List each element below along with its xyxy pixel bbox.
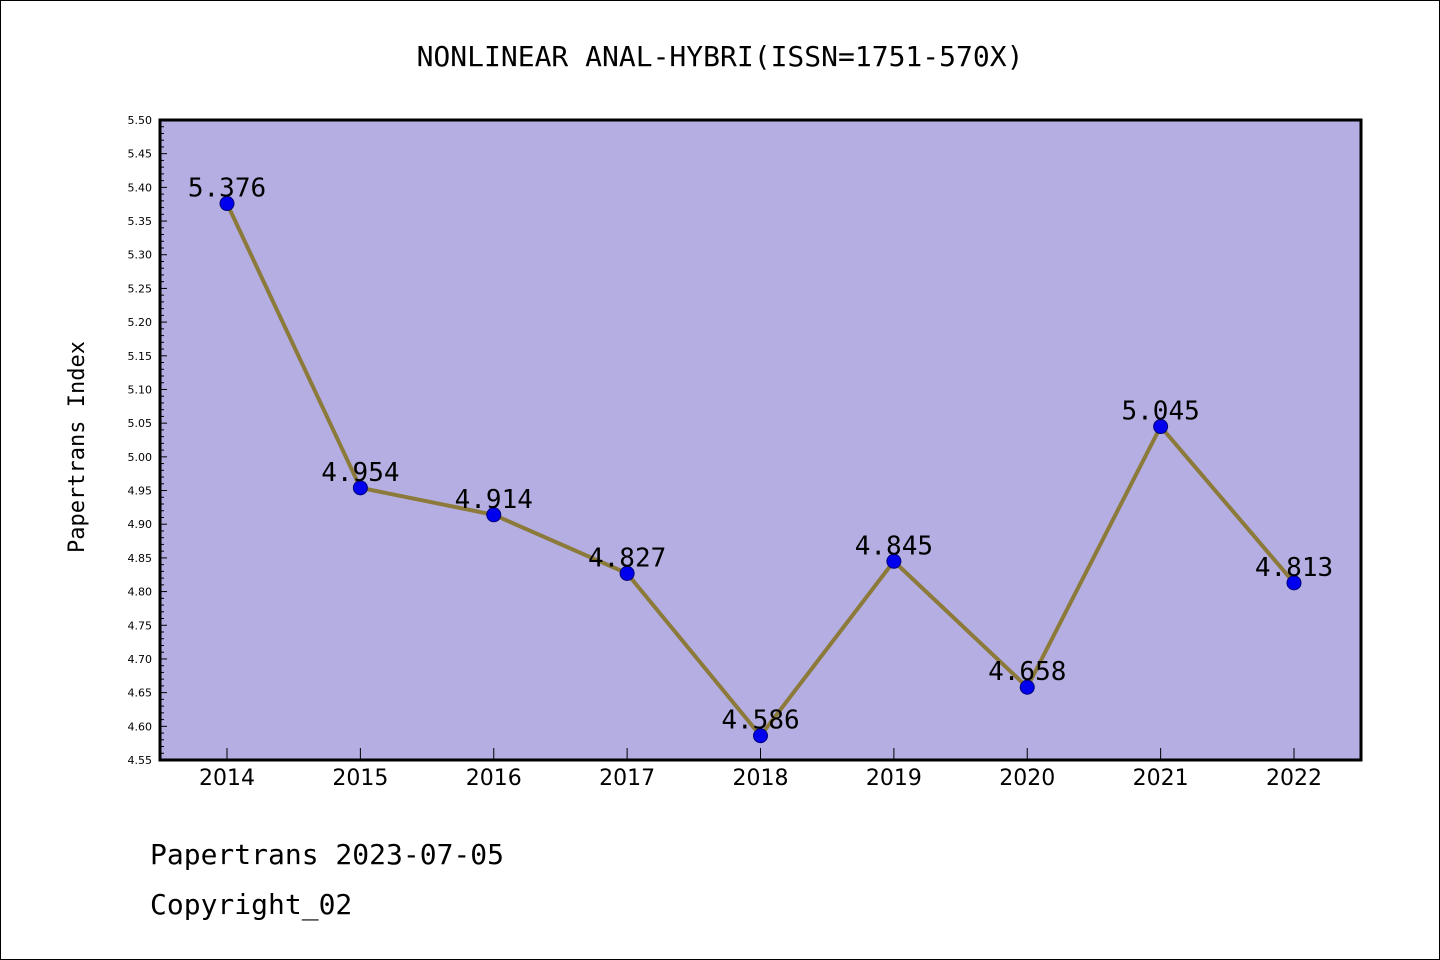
- data-labels: 5.376 4.954 4.914 4.827 4.586 4.845 4.658 5.045…: [188, 174, 1333, 736]
- data-label: 4.914: [455, 485, 533, 515]
- x-tick-label: 2018: [733, 766, 789, 791]
- footer-date: Papertrans 2023-07-05: [150, 838, 504, 871]
- x-tick-label: 2019: [866, 766, 922, 791]
- y-tick-label: 5.40: [128, 181, 153, 194]
- data-label: 4.586: [721, 706, 799, 736]
- x-tick-label: 2017: [599, 766, 655, 791]
- y-tick-label: 5.35: [128, 215, 153, 228]
- y-tick-label: 5.45: [128, 148, 153, 161]
- y-tick-label: 5.50: [128, 114, 153, 127]
- y-tick-label: 5.30: [128, 249, 153, 262]
- y-tick-label: 5.25: [128, 282, 153, 295]
- y-tick-label: 5.10: [128, 383, 153, 396]
- data-point: [219, 196, 235, 212]
- y-tick-label: 5.20: [128, 316, 153, 329]
- y-tick-label: 4.95: [128, 485, 153, 498]
- y-tick-label: 4.90: [128, 518, 153, 531]
- data-label: 5.045: [1121, 397, 1199, 427]
- data-point: [1286, 575, 1302, 591]
- data-label: 4.845: [855, 531, 933, 561]
- x-tick-label: 2020: [999, 766, 1055, 791]
- x-tick-label: 2015: [332, 766, 388, 791]
- data-point: [753, 728, 768, 744]
- data-label: 4.954: [321, 458, 399, 488]
- data-point: [352, 480, 368, 496]
- data-label: 4.658: [988, 657, 1066, 687]
- y-tick-label: 4.65: [128, 687, 153, 700]
- x-tick-label: 2014: [199, 766, 255, 791]
- x-tick-label: 2021: [1133, 766, 1189, 791]
- y-tick-label: 4.55: [128, 754, 153, 767]
- y-tick-label: 4.75: [128, 619, 153, 632]
- y-tick-label: 4.85: [128, 552, 153, 565]
- data-point: [486, 507, 502, 523]
- data-point: [1019, 679, 1035, 695]
- y-tick-label: 4.70: [128, 653, 153, 666]
- x-tick-label: 2022: [1266, 766, 1322, 791]
- y-tick-label: 5.05: [128, 417, 153, 430]
- y-tick-label: 4.80: [128, 586, 153, 599]
- y-tick-label: 5.00: [128, 451, 153, 464]
- data-label: 4.827: [588, 543, 666, 573]
- y-tick-label: 4.60: [128, 720, 153, 733]
- y-tick-label: 5.15: [128, 350, 153, 363]
- data-point: [1153, 419, 1169, 435]
- x-axis: 2014 2015 2016 2017 2018 2019 2020 2021 2022: [199, 748, 1322, 791]
- x-tick-label: 2016: [466, 766, 522, 791]
- data-label: 4.813: [1255, 553, 1333, 583]
- data-markers: [219, 196, 1302, 744]
- plot-area: [158, 118, 1363, 762]
- footer-copyright: Copyright_02: [150, 888, 352, 922]
- chart-title: NONLINEAR ANAL-HYBRI(ISSN=1751-570X): [417, 40, 1024, 73]
- data-label: 5.376: [188, 174, 266, 204]
- y-axis: 4.55 4.60 4.65 4.70 4.75 4.80 4.85 4.90 4.95 5.00…: [128, 114, 167, 767]
- y-axis-label: Papertrans Index: [65, 341, 90, 553]
- data-point: [886, 553, 902, 569]
- data-point: [619, 565, 635, 581]
